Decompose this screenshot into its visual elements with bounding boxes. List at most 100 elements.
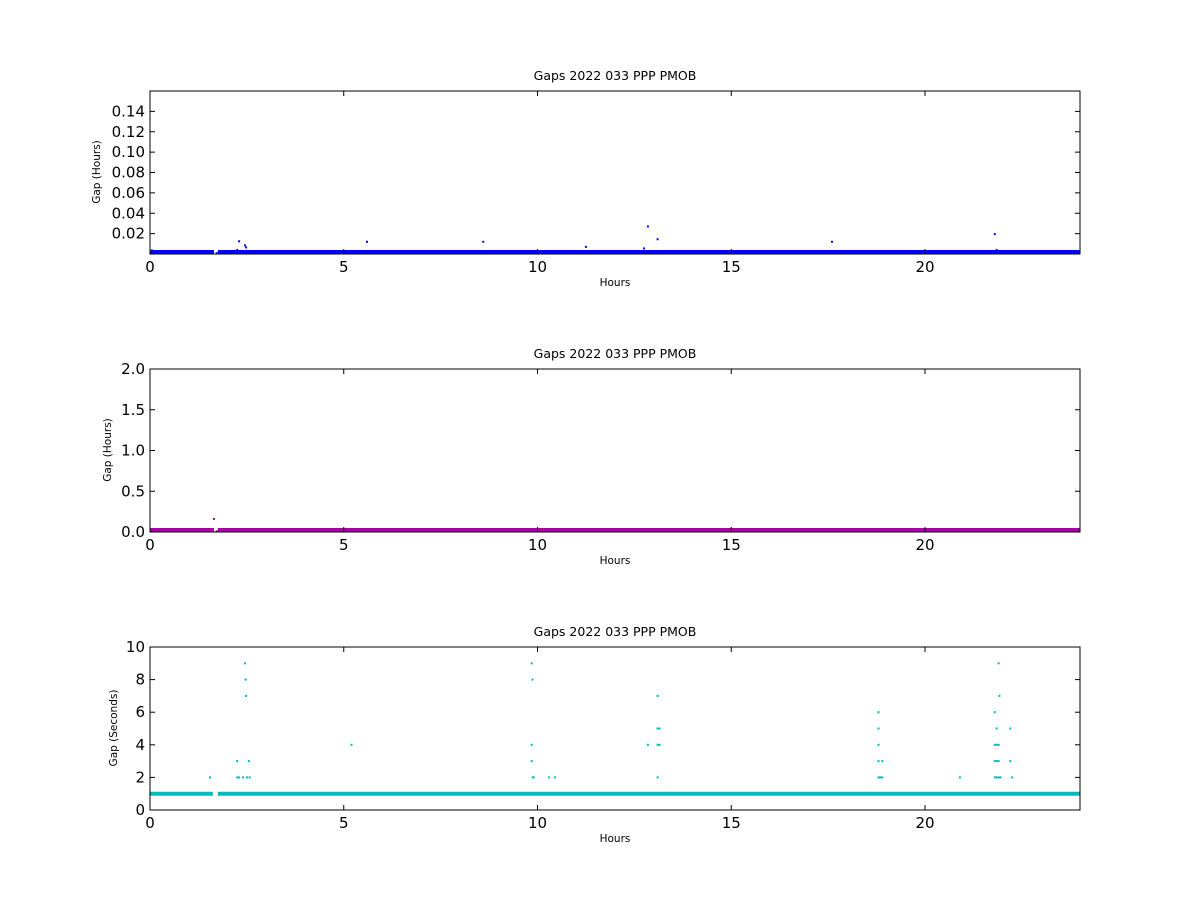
xtick-label: 10 [528,814,547,832]
data-point-1-19 [997,249,1000,252]
data-point-3-22 [656,694,659,697]
data-point-3-34 [879,776,882,779]
data-point-3-20 [553,776,556,779]
data-point-3-9 [245,776,248,779]
data-point-3-40 [995,743,998,746]
data-point-1-12 [643,247,646,250]
data-point-3-47 [997,776,1000,779]
data-point-1-15 [658,249,661,252]
data-point-1-9 [482,240,485,243]
data-point-3-46 [995,776,998,779]
data-point-3-2 [236,760,239,763]
data-point-3-37 [993,711,996,714]
data-point-3-53 [1011,776,1014,779]
data-point-3-28 [877,711,880,714]
data-point-3-31 [877,760,880,763]
data-point-1-14 [656,238,659,241]
data-point-3-48 [999,776,1002,779]
panel-1-ylabel: Gap (Hours) [91,140,103,204]
ytick-label: 0.5 [121,482,145,500]
ytick-label: 2.0 [121,360,145,378]
xtick-label: 20 [915,536,934,554]
data-point-3-41 [997,743,1000,746]
ytick-label: 2 [135,768,145,786]
xtick-label: 15 [722,814,741,832]
data-point-2-3 [646,528,649,531]
data-point-3-19 [548,776,551,779]
data-point-2-1 [212,517,215,520]
data-point-3-1 [209,776,212,779]
ytick-label: 0.12 [112,123,145,141]
data-point-3-39 [993,743,996,746]
ytick-label: 4 [135,736,145,754]
xtick-label: 0 [145,258,155,276]
data-point-3-43 [995,760,998,763]
data-point-3-51 [1009,727,1012,730]
xtick-label: 5 [339,814,349,832]
panel-1-title: Gaps 2022 033 PPP PMOB [534,68,697,83]
data-point-3-24 [658,727,661,730]
panel-2-ticks: 0 5 10 15 20 0.0 0.5 1.0 1.5 2.0 [121,360,1080,554]
data-point-3-11 [248,776,251,779]
data-point-3-45 [993,776,996,779]
data-point-3-3 [236,776,239,779]
data-point-3-26 [658,743,661,746]
panel-gap-seconds-bottom: Gaps 2022 033 PPP PMOB Hours Gap (Second… [108,624,1081,845]
ytick-label: 0.08 [112,164,145,182]
panel-2-ylabel: Gap (Hours) [102,418,114,482]
panel-3-marks [150,662,1080,796]
data-point-3-49 [997,662,1000,665]
data-point-3-32 [881,760,884,763]
data-point-3-4 [238,776,241,779]
data-point-3-36 [958,776,961,779]
ytick-label: 0.04 [112,204,145,222]
data-point-3-23 [656,727,659,730]
data-point-3-42 [993,760,996,763]
panel-1-xlabel: Hours [600,277,631,289]
xtick-label: 10 [528,258,547,276]
data-point-3-6 [243,662,246,665]
data-point-3-8 [245,694,248,697]
data-point-1-13 [646,225,649,228]
data-point-3-18 [532,776,535,779]
data-point-3-21 [646,743,649,746]
xtick-label: 10 [528,536,547,554]
xtick-label: 5 [339,258,349,276]
panel-3-xlabel: Hours [600,833,631,845]
xtick-label: 15 [722,258,741,276]
data-point-3-35 [881,776,884,779]
panel-1-frame [149,90,1081,255]
data-point-1-8 [366,240,368,243]
ytick-label: 0.10 [112,143,145,161]
ytick-label: 0 [135,801,145,819]
data-point-3-25 [656,743,659,746]
data-point-3-29 [877,727,880,730]
panel-3-ticks: 0 5 10 15 20 0 2 4 6 8 10 [126,638,1080,832]
ytick-label: 1.5 [121,401,145,419]
xtick-label: 0 [145,814,155,832]
panel-3-ylabel: Gap (Seconds) [108,690,120,767]
xtick-label: 0 [145,536,155,554]
panel-gap-hours-top: Gaps 2022 033 PPP PMOB Hours Gap (Hours)… [91,68,1081,289]
data-point-1-16 [831,240,833,243]
data-point-3-16 [530,760,533,763]
panel-2-marks [150,517,1080,533]
ytick-label: 6 [135,703,145,721]
data-point-1-18 [995,248,998,251]
data-point-3-52 [1009,760,1012,763]
data-point-1-6 [245,246,248,249]
data-point-1-5 [243,244,246,247]
panel-3-frame [149,646,1081,811]
xtick-label: 20 [915,258,934,276]
panel-1-ticks: 0 5 10 15 20 0.02 0.04 0.06 0.08 0.10 0.12 0.14 [112,91,1080,276]
panel-gap-hours-middle: Gaps 2022 033 PPP PMOB Hours Gap (Hours)… [102,346,1081,567]
data-point-3-44 [997,760,1000,763]
panel-2-frame [149,368,1081,533]
panel-3-title: Gaps 2022 033 PPP PMOB [534,624,697,639]
data-point-1-11 [584,245,587,248]
data-point-3-33 [877,776,880,779]
panel-2-title: Gaps 2022 033 PPP PMOB [534,346,697,361]
data-point-1-7 [245,249,248,252]
